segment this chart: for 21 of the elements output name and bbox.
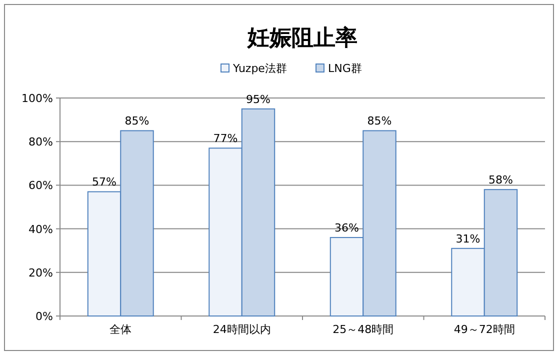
x-tick-label: 全体 [110, 323, 132, 336]
data-label: 58% [488, 174, 513, 187]
x-tick-label: 49～72時間 [454, 323, 515, 336]
data-label: 57% [92, 176, 116, 189]
data-label: 31% [456, 232, 480, 246]
data-label: 36% [334, 222, 359, 235]
data-label: 77% [213, 132, 238, 146]
y-tick-label: 40% [28, 222, 53, 236]
data-label: 85% [367, 114, 392, 128]
data-label: 85% [124, 114, 150, 128]
y-tick-label: 80% [28, 136, 53, 149]
y-tick-label: 60% [28, 179, 53, 192]
data-label: 95% [246, 92, 270, 106]
y-tick-label: 0% [36, 310, 53, 323]
chart-title: 妊娠阻止率 [246, 25, 358, 51]
x-tick-label: 25～48時間 [332, 323, 394, 336]
legend-label: LNG群 [328, 62, 362, 75]
y-tick-label: 100% [22, 92, 53, 105]
y-tick-label: 20% [28, 266, 53, 280]
legend-label: Yuzpe法群 [232, 62, 287, 75]
x-tick-label: 24時間以内 [212, 323, 271, 336]
